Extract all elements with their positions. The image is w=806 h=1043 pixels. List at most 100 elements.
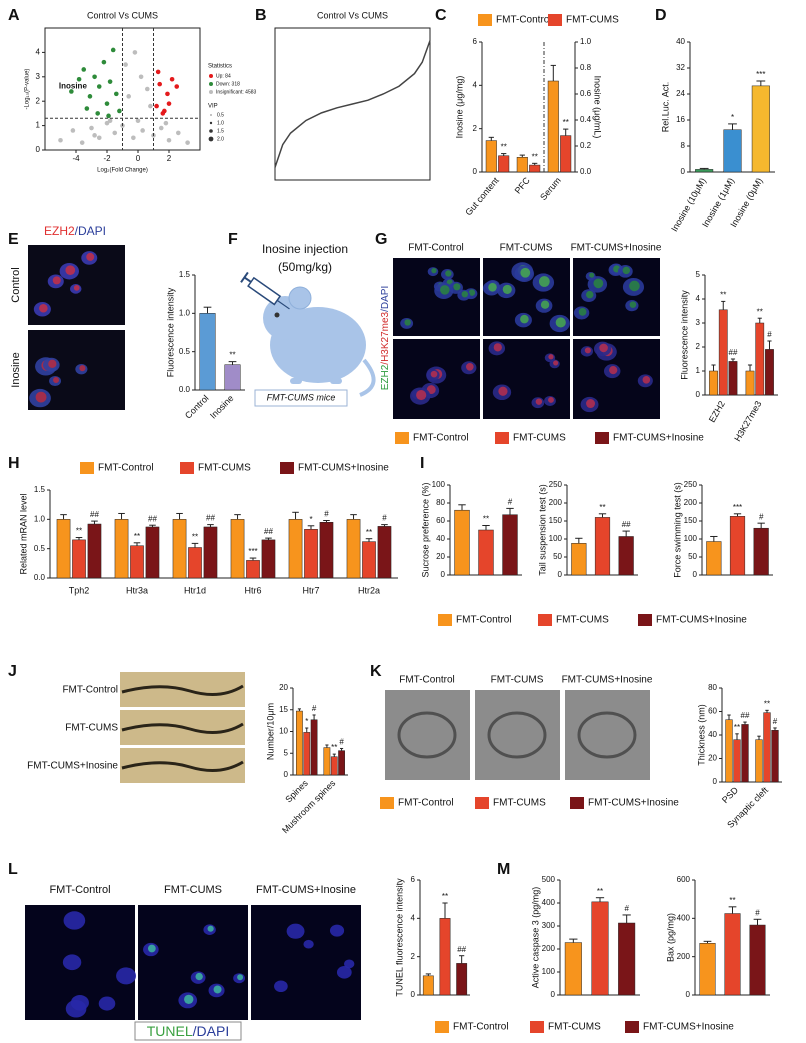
panel-letter: I — [420, 455, 424, 472]
cell — [336, 966, 352, 979]
significance: # — [312, 704, 317, 713]
legend-label: FMT-Control — [456, 615, 512, 626]
bar — [310, 719, 318, 776]
significance: ** — [764, 699, 770, 708]
significance: ** — [483, 515, 489, 524]
point — [176, 130, 181, 136]
x-tick-label: Serum — [538, 175, 563, 202]
column-label: FMT-Control — [49, 884, 110, 896]
cell-signal — [445, 270, 452, 277]
tick-label: 0 — [411, 990, 416, 999]
tick-label: 20 — [279, 683, 288, 692]
tick-label: 2 — [696, 342, 701, 351]
bar — [114, 519, 129, 579]
significance: ** — [757, 307, 763, 316]
significance: ** — [134, 532, 140, 541]
significance: ** — [229, 351, 235, 360]
legend-label: 1.0 — [217, 120, 224, 126]
cell-signal — [540, 300, 550, 309]
panel-letter: A — [8, 7, 20, 24]
bar — [516, 157, 528, 173]
tick-label: 40 — [676, 37, 685, 46]
tick-label: 80 — [436, 498, 445, 507]
axis-label: Thickness (nm) — [696, 704, 706, 766]
bar — [751, 85, 770, 173]
bar — [771, 730, 779, 783]
mouse-foot — [330, 378, 342, 384]
legend-label: FMT-CUMS — [566, 15, 619, 26]
cell — [65, 999, 87, 1018]
axis-label: Rel.Luc. Act. — [660, 82, 670, 133]
tick-label: 6 — [473, 37, 478, 46]
tick-label: 0 — [681, 167, 686, 176]
legend-label: FMT-CUMS — [548, 1022, 601, 1033]
row-label: FMT-Control — [62, 685, 118, 696]
axis-label: Related mRAN level — [18, 493, 28, 574]
tick-label: 50 — [688, 552, 697, 561]
point — [96, 135, 102, 141]
tick-label: 0 — [713, 777, 718, 786]
significance: ** — [331, 743, 337, 752]
panel-title: Inosine injection — [262, 242, 348, 256]
legend-marker — [209, 82, 213, 86]
axis-label: TUNEL fluorescence intensity — [394, 878, 404, 997]
bar — [261, 539, 276, 579]
bar — [145, 526, 160, 579]
tick-label: 5 — [696, 270, 701, 279]
legend-swatch — [548, 14, 562, 26]
significance: ## — [741, 711, 750, 720]
bar — [56, 519, 71, 579]
tick-label: 50 — [553, 552, 562, 561]
bar — [188, 547, 202, 579]
cell-signal — [237, 974, 244, 981]
tick-label: 0.2 — [580, 141, 592, 150]
column-label: FMT-Control — [408, 243, 464, 254]
legend-swatch — [638, 614, 652, 626]
tick-label: 200 — [684, 498, 698, 507]
mouse-eye — [274, 312, 280, 318]
synapse — [397, 711, 457, 759]
axis-label: Active caspase 3 (pg/mg) — [530, 887, 540, 989]
bar — [230, 519, 245, 579]
syringe-plunger — [240, 271, 249, 283]
bar — [618, 536, 634, 576]
bar — [422, 975, 434, 996]
bar — [709, 370, 718, 396]
point — [92, 74, 97, 80]
significance: * — [731, 113, 734, 122]
bar — [560, 135, 572, 173]
cell-signal — [586, 399, 596, 409]
tick-label: 250 — [684, 480, 698, 489]
significance: ## — [90, 510, 99, 519]
bar — [571, 543, 587, 576]
axis-label: Number/10μm — [265, 703, 275, 760]
tick-label: 6 — [411, 875, 416, 884]
syringe — [240, 271, 290, 310]
significance: # — [624, 904, 629, 913]
micrograph — [251, 905, 361, 1020]
legend-label: Down: 318 — [216, 81, 240, 87]
significance: ## — [148, 514, 157, 523]
cell-signal — [502, 284, 512, 294]
cell-signal — [593, 278, 604, 289]
tick-label: 0 — [284, 770, 289, 779]
axis-label: Log₂(Fold Change) — [97, 168, 148, 174]
cell-signal — [461, 290, 468, 298]
panel-letter: B — [255, 7, 267, 24]
point — [70, 128, 76, 133]
cell-signal — [466, 362, 474, 371]
point — [107, 118, 113, 124]
cell-signal — [535, 398, 543, 405]
significance: # — [767, 330, 772, 339]
tick-label: 600 — [677, 875, 691, 884]
point — [123, 62, 128, 67]
point — [69, 89, 74, 94]
legend-label: FMT-CUMS+Inosine — [298, 463, 389, 474]
point — [165, 91, 170, 97]
axis-label: Fluorescence intensity — [165, 287, 175, 377]
cell — [62, 954, 82, 971]
tick-label: 0.4 — [580, 115, 592, 124]
legend-swatch — [625, 1021, 639, 1033]
line — [274, 40, 431, 168]
